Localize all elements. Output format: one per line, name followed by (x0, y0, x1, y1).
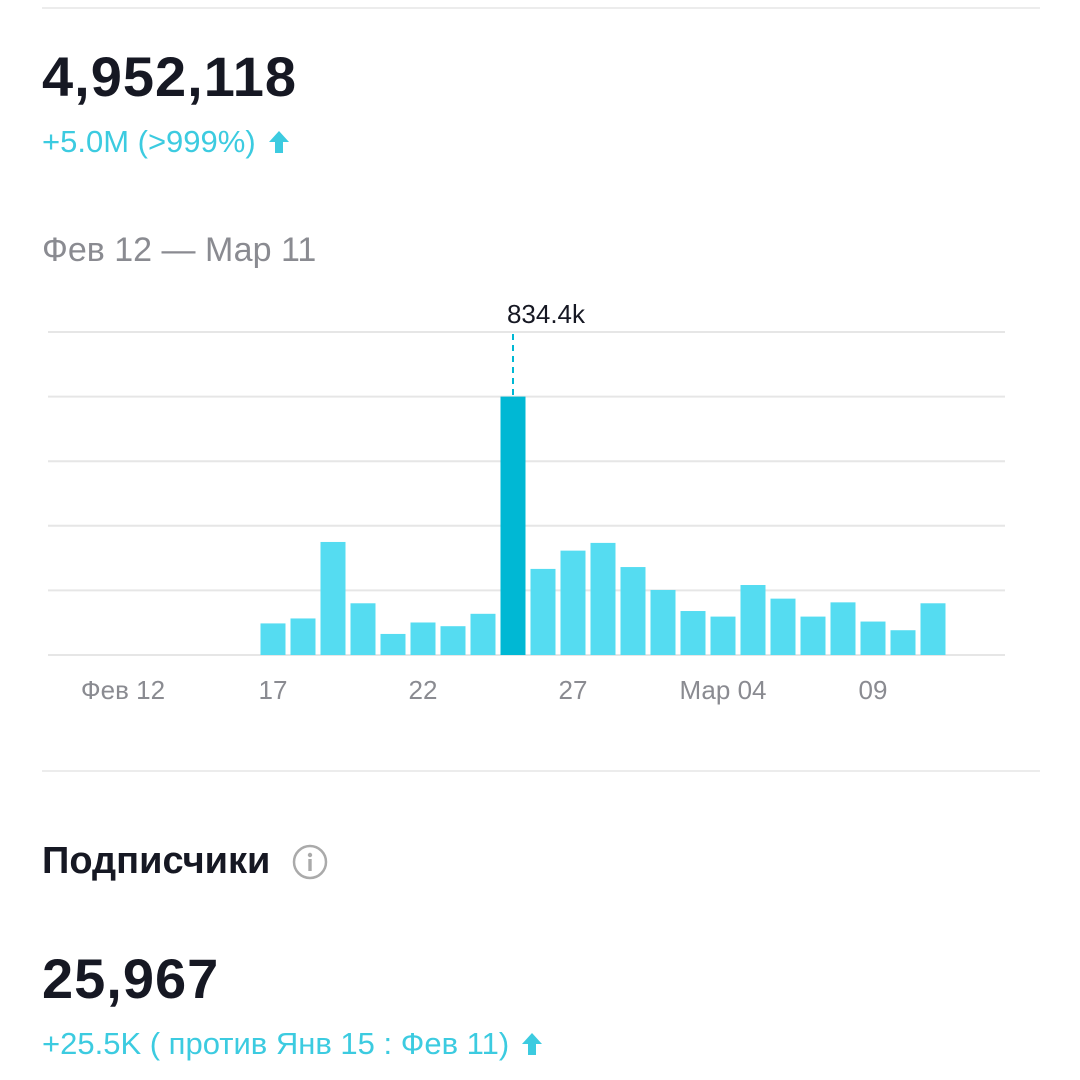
divider (42, 770, 1040, 772)
date-range: Фев 12 — Мар 11 (42, 231, 317, 269)
change-text: +25.5K ( против Янв 15 : Фев 11) (42, 1026, 510, 1061)
followers-change: +25.5K ( против Янв 15 : Фев 11) (42, 1026, 543, 1062)
bar (260, 623, 286, 655)
bar (290, 618, 316, 655)
bar (860, 621, 886, 655)
bar (350, 603, 376, 655)
bar (650, 589, 676, 655)
up-arrow (522, 1033, 543, 1055)
x-tick-label: Мар 04 (679, 675, 766, 705)
bar (470, 613, 496, 655)
views-change: +5.0M (>999%) (42, 124, 290, 160)
bar (620, 567, 646, 655)
followers-header: Подписчики (42, 840, 328, 883)
section-title: Подписчики (42, 840, 271, 882)
info-icon[interactable] (292, 844, 328, 880)
bar (410, 622, 436, 655)
bar (770, 598, 796, 655)
value-label: 834.4k (507, 299, 586, 329)
bar (320, 541, 346, 655)
bar (500, 396, 526, 655)
total-views: 4,952,118 (42, 45, 298, 108)
bar (800, 616, 826, 655)
bar (740, 585, 766, 655)
followers-value: 25,967 (42, 947, 220, 1010)
x-tick-label: 22 (409, 675, 438, 705)
bar (890, 630, 916, 655)
x-tick-label: 17 (259, 675, 288, 705)
bar (830, 602, 856, 655)
bar (530, 568, 556, 655)
chart: Фев 12 17 22 834.4k 27 Мар 04 09 (48, 299, 1005, 705)
change-text: +5.0M (>999%) (42, 124, 256, 159)
divider (42, 7, 1040, 9)
bar (440, 626, 466, 655)
x-tick-label: 09 (859, 675, 888, 705)
x-tick-label: 27 (559, 675, 588, 705)
bar (560, 550, 586, 655)
bar (920, 603, 946, 655)
up-arrow (268, 131, 289, 153)
x-tick-label: Фев 12 (81, 675, 165, 705)
bar (680, 611, 706, 655)
bar (380, 633, 406, 655)
bar (590, 542, 616, 655)
bar (710, 616, 736, 655)
